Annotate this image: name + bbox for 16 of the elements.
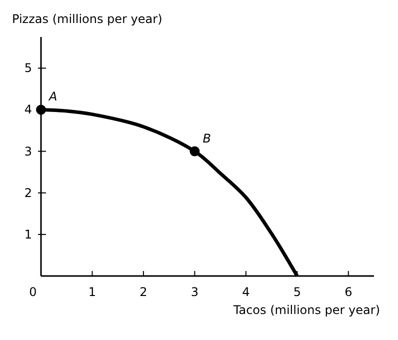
x-tick-label: 5	[293, 285, 301, 299]
x-tick-label: 0	[29, 285, 37, 299]
x-tick-label: 4	[242, 285, 250, 299]
x-tick-label: 3	[190, 285, 199, 299]
y-axis-title: Pizzas (millions per year)	[12, 12, 162, 26]
x-axis-title: Tacos (millions per year)	[232, 303, 380, 317]
annotation: B	[202, 131, 211, 146]
y-tick-label: 5	[24, 61, 32, 76]
y-tick-label: 2	[24, 186, 32, 200]
y-tick-label: 3	[24, 144, 32, 158]
x-tick-label: 6	[344, 285, 352, 299]
y-tick-label: 1	[24, 227, 32, 242]
annotation: A	[48, 90, 58, 104]
x-tick-label: 1	[88, 285, 96, 299]
x-tick-label: 2	[140, 285, 148, 299]
y-tick-label: 4	[24, 102, 32, 117]
